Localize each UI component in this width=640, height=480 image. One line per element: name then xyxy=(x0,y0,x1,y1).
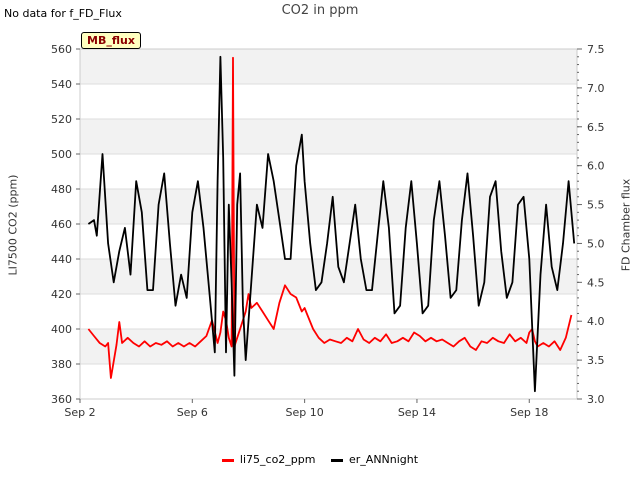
mb-flux-badge: MB_flux xyxy=(81,32,141,49)
legend-swatch-li75 xyxy=(221,458,234,462)
x-tick-label: Sep 2 xyxy=(64,406,95,419)
y-right-tick-label: 3.5 xyxy=(587,354,605,367)
legend: li75_co2_ppm er_ANNnight xyxy=(0,453,640,466)
y-right-tick-label: 7.0 xyxy=(587,82,605,95)
y-left-tick-label: 460 xyxy=(51,218,72,231)
x-tick-label: Sep 6 xyxy=(177,406,208,419)
y-left-tick-label: 400 xyxy=(51,323,72,336)
y-right-tick-label: 6.5 xyxy=(587,121,605,134)
legend-swatch-ann xyxy=(331,458,343,462)
y-right-tick-label: 7.5 xyxy=(587,43,605,56)
series-lines xyxy=(87,55,576,393)
y-left-tick-label: 500 xyxy=(51,148,72,161)
plot-band xyxy=(80,49,577,84)
plot-band xyxy=(80,189,577,224)
legend-label-li75: li75_co2_ppm xyxy=(239,453,316,466)
y-left-tick-label: 540 xyxy=(51,78,72,91)
y-right-tick-label: 6.0 xyxy=(587,160,605,173)
plot-band xyxy=(80,119,577,154)
plot-band xyxy=(80,259,577,294)
y-axis-right: 3.0 3.5 4.0 4.5 5.0 5.5 6.0 6.5 7.0 7.5 xyxy=(577,43,605,406)
y-right-tick-label: 4.0 xyxy=(587,315,605,328)
x-tick-label: Sep 14 xyxy=(398,406,436,419)
series-line-li75_co2_ppm xyxy=(87,56,573,379)
y-left-tick-label: 560 xyxy=(51,43,72,56)
y-left-tick-label: 380 xyxy=(51,358,72,371)
y-axis-left-label: LI7500 CO2 (ppm) xyxy=(6,174,20,276)
plot-background-bands xyxy=(80,48,577,400)
plot-band xyxy=(80,329,577,364)
y-left-tick-label: 440 xyxy=(51,253,72,266)
y-right-tick-label: 5.0 xyxy=(587,237,605,250)
y-left-tick-label: 420 xyxy=(51,288,72,301)
series-line-er_ANNnight xyxy=(87,55,576,393)
no-data-notice: No data for f_FD_Flux xyxy=(4,7,122,20)
y-axis-left: 360 380 400 420 440 460 480 500 520 540 560 xyxy=(51,43,80,406)
legend-label-ann: er_ANNnight xyxy=(349,453,419,466)
y-axis-right-label: FD Chamber flux xyxy=(619,178,633,272)
x-axis: Sep 2 Sep 6 Sep 10 Sep 14 Sep 18 xyxy=(64,399,548,419)
legend-item-li75: li75_co2_ppm xyxy=(221,453,316,466)
y-right-tick-label: 5.5 xyxy=(587,199,605,212)
x-tick-label: Sep 18 xyxy=(510,406,548,419)
y-left-tick-label: 360 xyxy=(51,393,72,406)
chart-title: CO2 in ppm xyxy=(281,3,359,18)
y-left-tick-label: 480 xyxy=(51,183,72,196)
x-tick-label: Sep 10 xyxy=(286,406,324,419)
legend-item-ann: er_ANNnight xyxy=(331,453,418,466)
y-left-tick-label: 520 xyxy=(51,113,72,126)
y-right-tick-label: 4.5 xyxy=(587,276,605,289)
y-right-tick-label: 3.0 xyxy=(587,393,605,406)
